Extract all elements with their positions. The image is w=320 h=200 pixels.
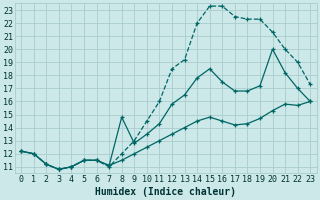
X-axis label: Humidex (Indice chaleur): Humidex (Indice chaleur) — [95, 186, 236, 197]
